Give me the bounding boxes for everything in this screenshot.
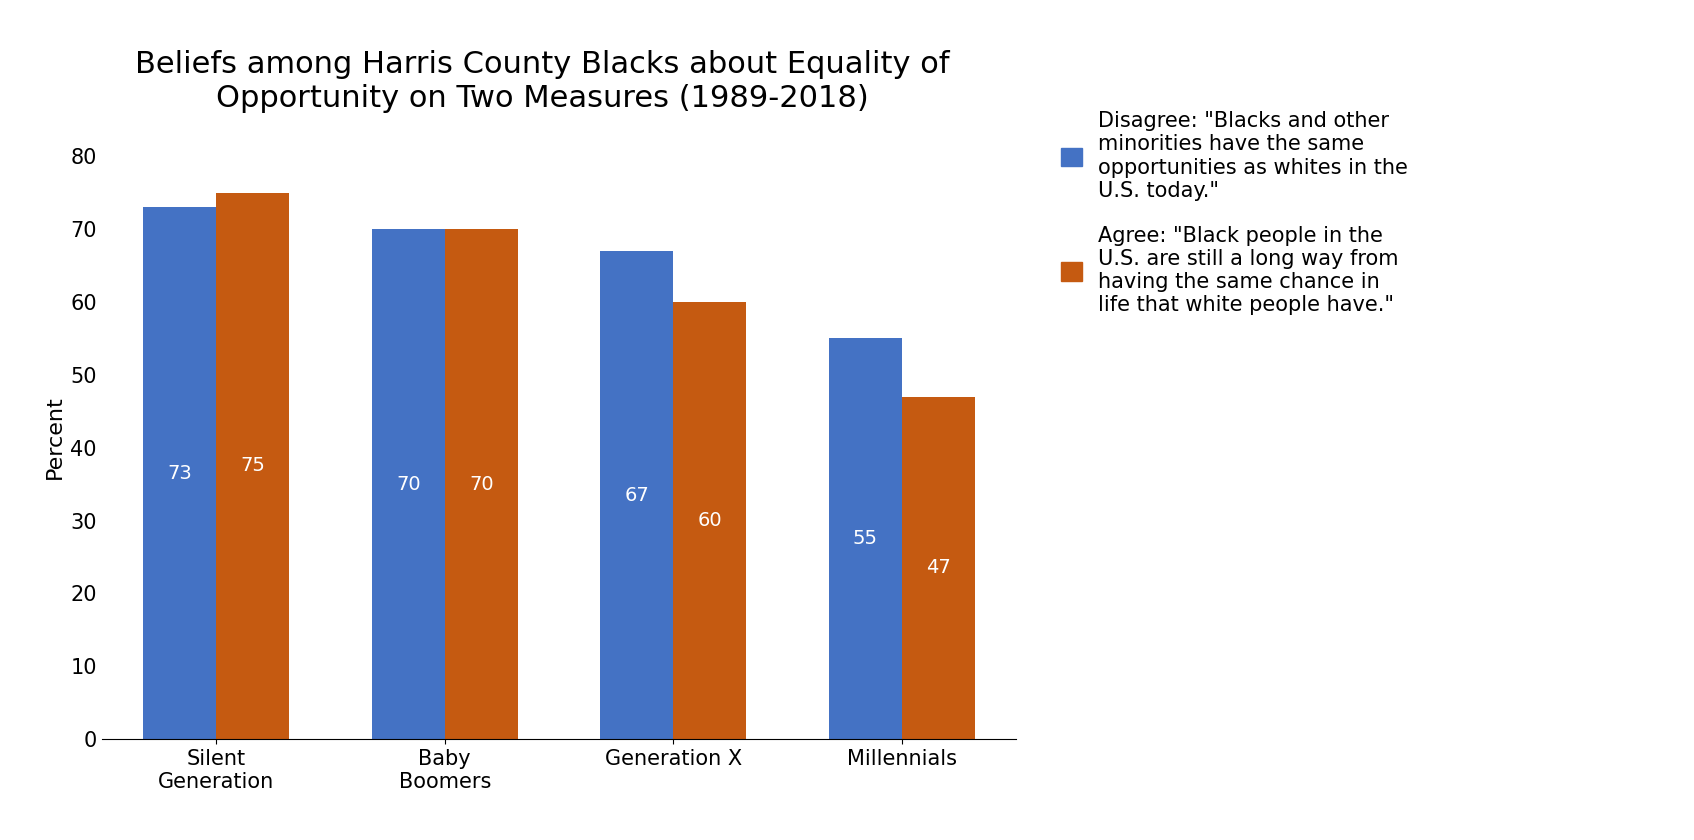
Text: 70: 70 xyxy=(469,475,493,494)
Bar xyxy=(371,229,446,739)
Text: 73: 73 xyxy=(168,464,191,483)
Bar xyxy=(828,339,901,739)
Text: 75: 75 xyxy=(241,456,266,475)
Bar xyxy=(217,192,290,739)
Text: 60: 60 xyxy=(698,511,722,530)
Bar xyxy=(901,396,974,739)
Y-axis label: Percent: Percent xyxy=(44,395,64,479)
Text: Beliefs among Harris County Blacks about Equality of
Opportunity on Two Measures: Beliefs among Harris County Blacks about… xyxy=(136,50,949,113)
Legend: Disagree: "Blacks and other
minorities have the same
opportunities as whites in : Disagree: "Blacks and other minorities h… xyxy=(1060,111,1408,315)
Text: 47: 47 xyxy=(927,559,950,577)
Bar xyxy=(144,207,217,739)
Text: 55: 55 xyxy=(852,529,877,549)
Text: 67: 67 xyxy=(625,486,649,505)
Bar xyxy=(600,251,673,739)
Bar xyxy=(673,302,747,739)
Bar xyxy=(446,229,518,739)
Text: 70: 70 xyxy=(396,475,420,494)
